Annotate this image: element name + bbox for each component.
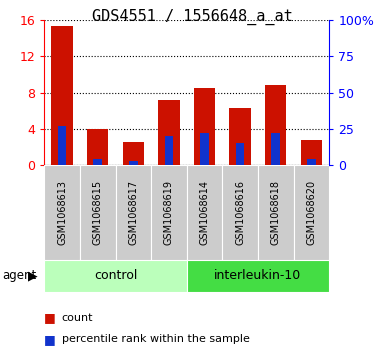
Text: GSM1068616: GSM1068616 [235,180,245,245]
Bar [271,133,280,165]
Text: control: control [94,269,137,282]
Bar [236,143,244,165]
Text: GSM1068614: GSM1068614 [199,180,209,245]
Bar [58,126,66,165]
Text: percentile rank within the sample: percentile rank within the sample [62,334,249,344]
Text: GSM1068618: GSM1068618 [271,180,281,245]
Bar [165,136,173,165]
Text: agent: agent [2,269,36,282]
Text: GSM1068619: GSM1068619 [164,180,174,245]
Text: GSM1068615: GSM1068615 [93,180,103,245]
Bar [265,85,286,165]
Bar [194,88,215,165]
Bar [187,165,223,260]
Text: count: count [62,313,93,323]
Bar [223,165,258,260]
Text: GSM1068617: GSM1068617 [128,180,138,245]
Text: ■: ■ [44,311,56,324]
Text: interleukin-10: interleukin-10 [214,269,301,282]
Bar [44,260,187,292]
Bar [158,100,179,165]
Text: GSM1068613: GSM1068613 [57,180,67,245]
Bar [200,133,209,165]
Text: GDS4551 / 1556648_a_at: GDS4551 / 1556648_a_at [92,9,293,25]
Bar [80,165,116,260]
Bar [87,129,109,165]
Bar [44,165,80,260]
Text: ■: ■ [44,333,56,346]
Bar [151,165,187,260]
Text: GSM1068620: GSM1068620 [306,180,316,245]
Bar [116,165,151,260]
Bar [187,260,329,292]
Bar [129,161,137,165]
Bar [51,26,73,165]
Bar [293,165,329,260]
Bar [258,165,294,260]
Bar [122,142,144,165]
Bar [229,108,251,165]
Bar [301,140,322,165]
Bar [94,159,102,165]
Text: ▶: ▶ [28,269,38,282]
Bar [307,159,316,165]
